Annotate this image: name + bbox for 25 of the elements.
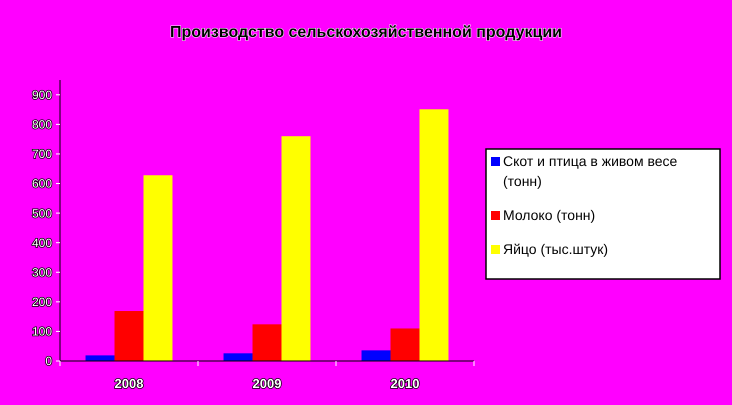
bar xyxy=(362,350,391,361)
bar xyxy=(419,109,448,361)
bar xyxy=(224,353,253,361)
y-tick-label: 300 xyxy=(32,265,52,280)
bar xyxy=(114,311,144,361)
bar xyxy=(390,328,420,361)
x-tick-label: 2009 xyxy=(252,376,282,391)
y-tick-label: 900 xyxy=(32,88,52,102)
y-tick-label: 500 xyxy=(32,206,52,220)
y-tick-label: 800 xyxy=(32,118,52,132)
y-tick-label: 400 xyxy=(32,236,52,250)
x-tick-label: 2008 xyxy=(114,376,144,391)
bar xyxy=(143,175,172,361)
y-tick-label: 600 xyxy=(32,176,52,191)
y-tick-label: 200 xyxy=(32,295,52,310)
y-tick-label: 100 xyxy=(32,324,52,339)
bar xyxy=(252,324,282,361)
legend-label: Скот и птица в живом весе (тонн) xyxy=(503,153,678,189)
legend-label: Молоко (тонн) xyxy=(503,207,596,223)
bar xyxy=(281,136,310,361)
y-tick-label: 0 xyxy=(45,354,52,368)
legend-label: Яйцо (тыс.штук) xyxy=(503,241,608,257)
x-tick-label: 2010 xyxy=(390,376,420,391)
y-tick-label: 700 xyxy=(32,147,52,162)
chart-title: Производство сельскохозяйственной продукции xyxy=(170,24,562,41)
